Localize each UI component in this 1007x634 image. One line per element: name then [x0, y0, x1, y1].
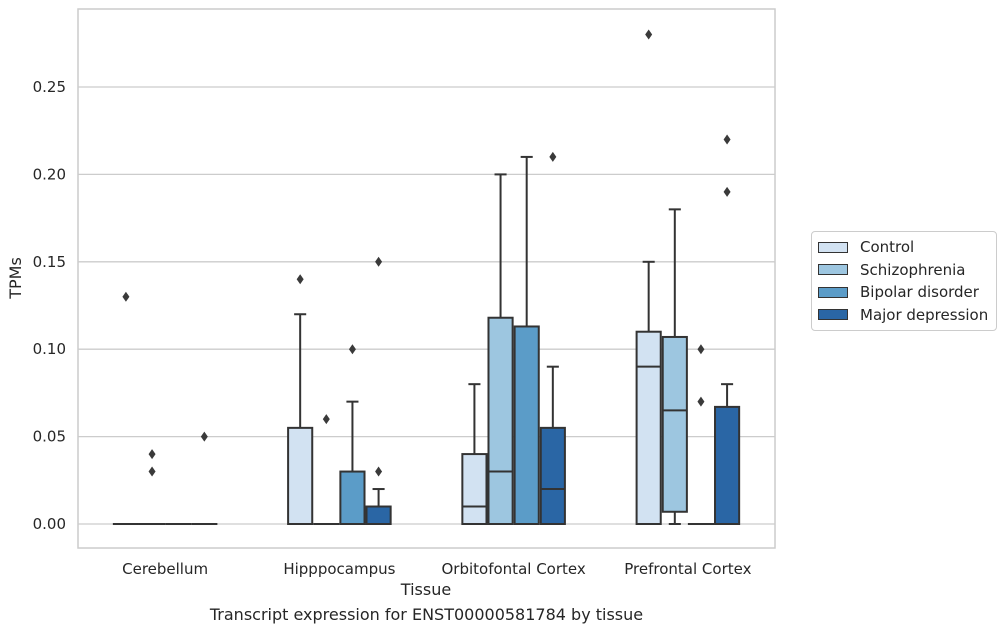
box-body	[365, 505, 392, 525]
x-tick-label: Orbitofontal Cortex	[442, 560, 586, 578]
box-major-depression	[191, 431, 218, 526]
legend-label: Control	[860, 238, 915, 257]
box-bipolar-disorder	[339, 344, 366, 525]
outlier-point	[645, 29, 653, 40]
outlier-point	[697, 396, 705, 407]
outlier-point	[122, 291, 130, 302]
outlier-point	[549, 151, 557, 162]
figure-caption: Transcript expression for ENST0000058178…	[209, 605, 644, 624]
y-tick-label: 0.25	[33, 78, 66, 96]
box-bipolar-disorder	[687, 344, 715, 526]
box-body	[661, 335, 688, 513]
box-major-depression	[539, 151, 566, 525]
box-body	[539, 426, 566, 525]
legend-swatch	[818, 241, 848, 253]
boxes	[112, 29, 741, 526]
legend-item: Control	[818, 236, 996, 259]
x-tick-label: Cerebellum	[122, 560, 208, 578]
outlier-point	[200, 431, 208, 442]
legend-label: Major depression	[860, 305, 989, 324]
box-body	[635, 330, 662, 525]
y-axis-title: TPMs	[6, 257, 25, 300]
legend-swatch	[818, 264, 848, 276]
outlier-point	[723, 186, 731, 197]
outlier-point	[375, 466, 383, 477]
box-body	[714, 405, 741, 525]
box-schizophrenia	[313, 414, 340, 526]
y-tick-label: 0.20	[33, 165, 66, 183]
box-major-depression	[365, 256, 392, 525]
box-body	[339, 470, 366, 525]
outlier-point	[148, 466, 156, 477]
box-control	[287, 274, 314, 525]
outlier-point	[348, 344, 356, 355]
legend-swatch	[818, 286, 848, 298]
x-tick-label: Prefrontal Cortex	[624, 560, 751, 578]
outlier-point	[375, 256, 383, 267]
outlier-point	[723, 134, 731, 145]
y-tick-label: 0.15	[33, 253, 66, 271]
y-tick-label: 0.05	[33, 428, 66, 446]
outlier-point	[322, 414, 330, 425]
legend: Control Schizophrenia Bipolar disorder Majo…	[811, 231, 997, 331]
box-schizophrenia	[138, 449, 166, 526]
box-control	[461, 383, 488, 525]
y-tick-label: 0.00	[33, 515, 66, 533]
box-bipolar-disorder	[513, 155, 540, 526]
x-tick-label: Hipppocampus	[283, 560, 395, 578]
legend-item: Schizophrenia	[818, 259, 996, 282]
box-control	[635, 29, 662, 525]
box-body	[461, 453, 488, 525]
plot-frame	[77, 8, 776, 549]
outlier-point	[296, 274, 304, 285]
box-schizophrenia	[661, 208, 688, 525]
outlier-point	[148, 449, 156, 460]
x-tick-labels: Cerebellum Hipppocampus Orbitofontal Corte…	[122, 560, 751, 578]
box-body	[287, 426, 314, 525]
legend-label: Schizophrenia	[860, 260, 966, 279]
box-schizophrenia	[487, 173, 514, 525]
legend-item: Major depression	[818, 304, 996, 327]
legend-label: Bipolar disorder	[860, 283, 979, 302]
box-body	[487, 316, 514, 525]
y-tick-label: 0.10	[33, 340, 66, 358]
x-axis-title: Tissue	[400, 580, 451, 599]
legend-swatch	[818, 309, 848, 321]
box-major-depression	[714, 134, 741, 525]
box-control	[112, 291, 139, 526]
legend-item: Bipolar disorder	[818, 281, 996, 304]
y-tick-labels: 0.00 0.05 0.10 0.15 0.20 0.25	[33, 78, 66, 533]
outlier-point	[697, 344, 705, 355]
box-body	[513, 325, 540, 526]
